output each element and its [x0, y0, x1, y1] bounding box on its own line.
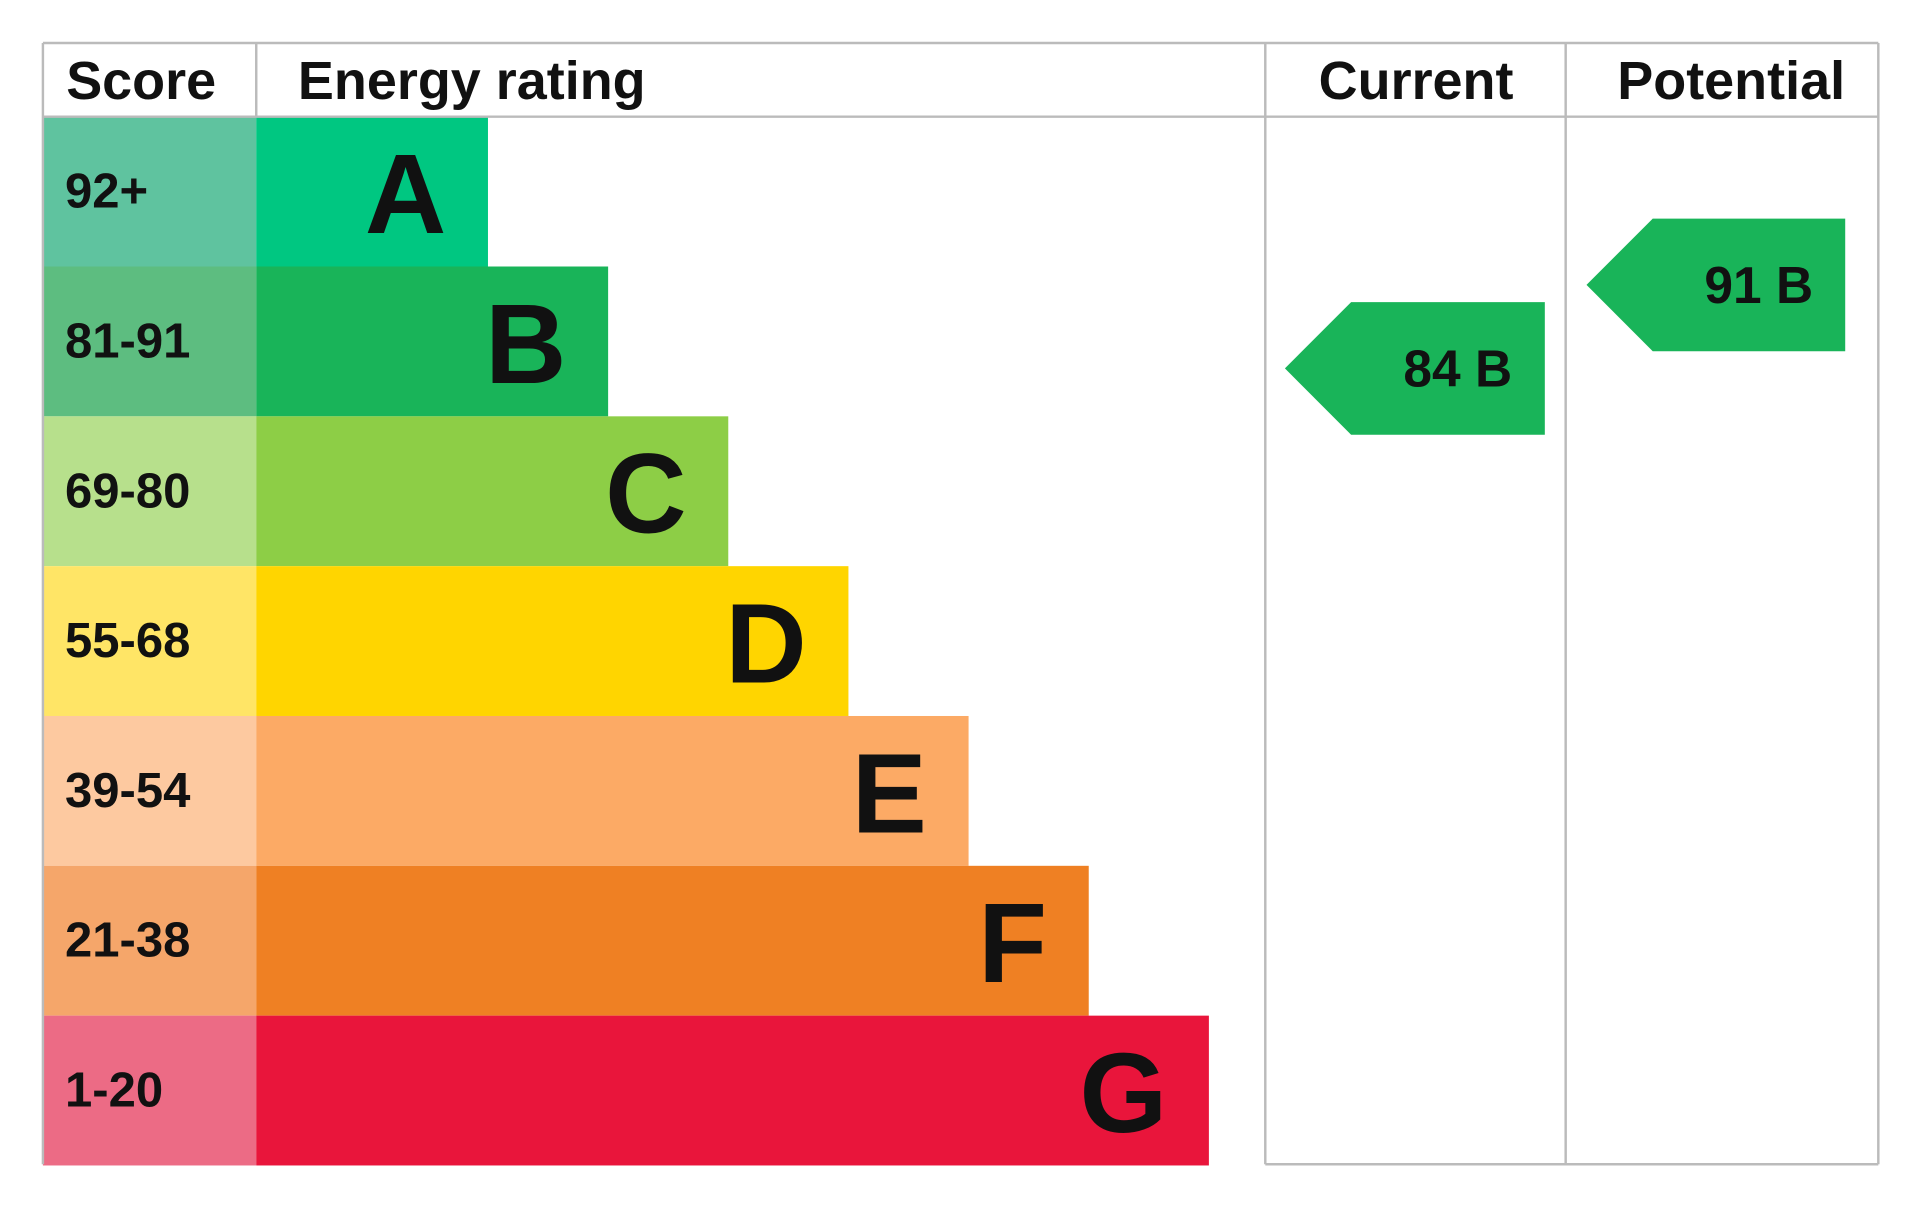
header: Energy rating — [298, 51, 646, 111]
score-cell — [42, 116, 257, 267]
rating-letter: D — [725, 580, 806, 706]
score-cell — [42, 566, 257, 716]
score-label: 55-68 — [65, 614, 190, 668]
score-label: 21-38 — [65, 914, 190, 968]
rating-letter: G — [1079, 1030, 1167, 1156]
score-cell — [42, 1015, 257, 1166]
score-label: 81-91 — [65, 314, 190, 368]
rating-bar — [256, 416, 729, 567]
potential-label: 91 B — [1704, 256, 1813, 314]
rating-letter: C — [605, 431, 686, 557]
current-arrow — [1284, 302, 1545, 435]
score-cell — [42, 865, 257, 1016]
score-label: 69-80 — [65, 464, 190, 518]
rating-letter: F — [978, 880, 1047, 1006]
score-label: 92+ — [65, 165, 148, 219]
score-cell — [42, 416, 257, 567]
header: Current — [1319, 51, 1514, 111]
score-label: 39-54 — [65, 764, 191, 818]
chart-layer — [42, 116, 1209, 1166]
current-label: 84 B — [1403, 339, 1512, 397]
score-cell — [42, 266, 257, 417]
rating-letter: B — [485, 281, 566, 407]
rating-bar — [256, 865, 1089, 1016]
rating-bar — [256, 116, 488, 267]
rating-letter: E — [852, 730, 927, 856]
rating-bar — [256, 1015, 1209, 1166]
rating-letter: A — [365, 131, 446, 257]
header: Potential — [1617, 51, 1845, 111]
potential-arrow — [1586, 218, 1846, 352]
header: Score — [66, 51, 216, 111]
score-cell — [42, 715, 257, 866]
rating-bar — [256, 566, 849, 716]
score-label: 1-20 — [65, 1064, 163, 1118]
rating-bar — [256, 266, 609, 417]
rating-bar — [256, 715, 969, 866]
